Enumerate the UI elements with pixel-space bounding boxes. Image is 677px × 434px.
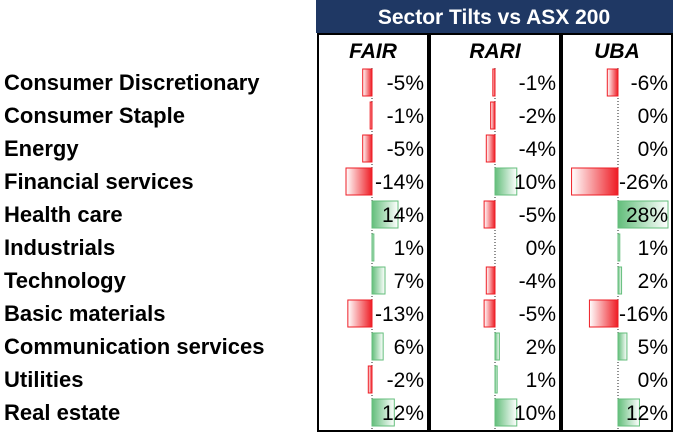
column-border: [561, 33, 673, 432]
tilt-value-label: -26%: [619, 171, 668, 194]
tilt-value-label: -6%: [631, 72, 668, 95]
column-border: [429, 33, 561, 432]
tilt-value-label: -1%: [519, 72, 556, 95]
tilt-bar: [362, 68, 373, 97]
tilt-value-label: 1%: [394, 237, 424, 260]
tilt-value-label: 7%: [394, 270, 424, 293]
column-border: [317, 33, 429, 432]
tilt-value-label: -14%: [375, 171, 424, 194]
tilt-value-label: -5%: [519, 303, 556, 326]
sector-label: Health care: [4, 202, 123, 227]
tilt-bar: [347, 299, 373, 328]
tilt-bar: [483, 200, 496, 229]
sector-label: Basic materials: [4, 301, 165, 326]
tilt-value-label: -13%: [375, 303, 424, 326]
tilt-value-label: 28%: [626, 204, 668, 227]
sector-label: Real estate: [4, 400, 120, 425]
tilt-bar: [494, 398, 518, 427]
tilt-value-label: -4%: [519, 138, 556, 161]
tilt-bar: [494, 332, 500, 361]
tilt-value-label: 2%: [638, 270, 668, 293]
tilt-value-label: 2%: [526, 336, 556, 359]
tilt-bar: [371, 200, 399, 229]
tilt-bar: [371, 398, 395, 427]
tilt-value-label: 10%: [514, 171, 556, 194]
tilt-value-label: 0%: [638, 105, 668, 128]
sector-label: Energy: [4, 136, 79, 161]
tilt-bar: [617, 266, 623, 295]
column-header-fair: FAIR: [349, 40, 398, 63]
tilt-value-label: 12%: [382, 402, 424, 425]
tilt-value-label: 1%: [526, 369, 556, 392]
tilt-value-label: 5%: [638, 336, 668, 359]
tilt-bar: [617, 332, 628, 361]
sector-label: Utilities: [4, 367, 83, 392]
tilt-value-label: -2%: [387, 369, 424, 392]
tilt-bar: [571, 167, 619, 196]
tilt-value-label: 14%: [382, 204, 424, 227]
tilt-bar: [617, 398, 640, 427]
tilt-bar: [483, 299, 496, 328]
tilt-bar: [617, 233, 621, 262]
tilt-bar: [492, 68, 496, 97]
tilt-bar: [367, 365, 373, 394]
tilt-bar: [485, 266, 496, 295]
tilt-bar: [490, 101, 496, 130]
tilt-bar: [369, 101, 373, 130]
tilt-bar: [617, 200, 669, 229]
sector-label: Financial services: [4, 169, 194, 194]
tilt-bar: [371, 266, 386, 295]
tilt-value-label: -5%: [519, 204, 556, 227]
tilt-bar: [485, 134, 496, 163]
tilt-bar: [345, 167, 373, 196]
tilt-value-label: 0%: [526, 237, 556, 260]
sector-label: Consumer Discretionary: [4, 70, 260, 95]
tilt-bar: [371, 332, 384, 361]
tilt-bar: [371, 233, 375, 262]
tilt-value-label: -1%: [387, 105, 424, 128]
table-title: Sector Tilts vs ASX 200: [378, 6, 610, 29]
column-header-rari: RARI: [469, 40, 521, 63]
tilt-value-label: -16%: [619, 303, 668, 326]
tilt-value-label: -5%: [387, 138, 424, 161]
tilt-bar: [606, 68, 619, 97]
tilt-value-label: 6%: [394, 336, 424, 359]
title-banner: [316, 0, 673, 33]
tilt-value-label: 1%: [638, 237, 668, 260]
sector-label: Industrials: [4, 235, 115, 260]
tilt-bar: [362, 134, 373, 163]
column-header-uba: UBA: [594, 40, 640, 63]
tilt-value-label: 10%: [514, 402, 556, 425]
sector-label: Communication services: [4, 334, 264, 359]
tilt-bar: [494, 365, 498, 394]
tilt-value-label: -5%: [387, 72, 424, 95]
tilt-value-label: -4%: [519, 270, 556, 293]
tilt-bar: [494, 167, 518, 196]
tilt-value-label: 0%: [638, 369, 668, 392]
sector-label: Consumer Staple: [4, 103, 185, 128]
sector-label: Technology: [4, 268, 127, 293]
tilt-bar: [588, 299, 619, 328]
tilt-value-label: 12%: [626, 402, 668, 425]
tilt-value-label: -2%: [519, 105, 556, 128]
tilt-value-label: 0%: [638, 138, 668, 161]
